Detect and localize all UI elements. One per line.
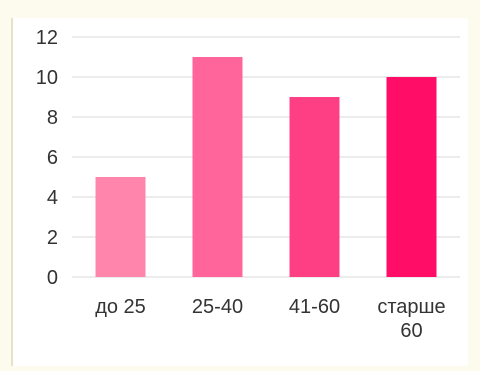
x-tick-label-line: до 25: [95, 296, 146, 318]
bar: [289, 97, 340, 277]
x-tick-label: 25-40: [192, 296, 243, 318]
y-tick-label: 2: [47, 227, 58, 249]
y-tick-label: 12: [36, 27, 58, 49]
y-tick-label: 0: [47, 267, 58, 289]
x-tick-label-line: 60: [400, 320, 422, 342]
x-tick-label-line: 25-40: [192, 296, 243, 318]
x-tick-label: до 25: [95, 296, 146, 318]
x-tick-label: старше 60: [377, 296, 445, 342]
bar: [192, 57, 243, 277]
x-tick-label-line: 41-60: [289, 296, 340, 318]
x-tick-label: 41-60: [289, 296, 340, 318]
y-tick-label: 8: [47, 107, 58, 129]
bars: [95, 57, 437, 277]
x-tick-label-line: старше: [377, 296, 445, 318]
bar: [95, 177, 146, 277]
x-axis-labels: до 25 25-40 41-60 старше 60: [95, 296, 445, 342]
y-tick-label: 10: [36, 67, 58, 89]
y-axis-ticks: 0 2 4 6 8 10 12: [36, 27, 58, 289]
bar: [386, 77, 437, 277]
y-tick-label: 6: [47, 147, 58, 169]
y-tick-label: 4: [47, 187, 58, 209]
